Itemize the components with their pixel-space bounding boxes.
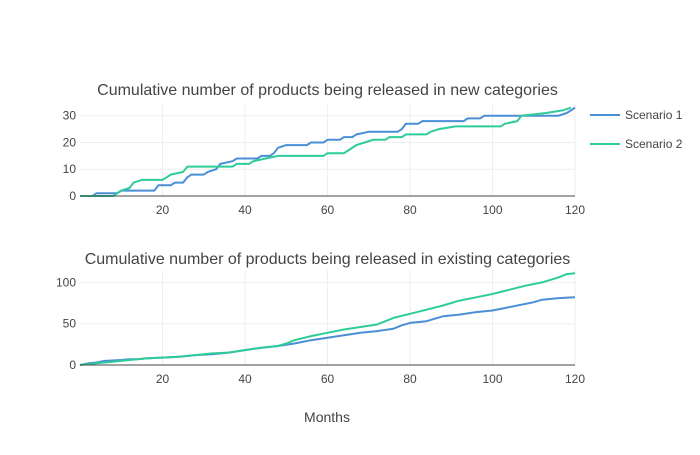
- y-tick-label: 30: [63, 109, 77, 123]
- x-tick-label: 40: [238, 203, 252, 217]
- series-line-2: [80, 106, 572, 197]
- x-tick-label: 80: [403, 203, 417, 217]
- plot-existing-categories: 20 40 60 80 100 120 0 50 100 Cumulative number of…: [56, 251, 585, 386]
- x-axis-label: Months: [304, 409, 350, 425]
- y-tick-label: 10: [63, 162, 77, 176]
- y-tick-label: 0: [69, 189, 76, 203]
- chart-title: Cumulative number of products being rele…: [85, 251, 571, 268]
- x-tick-label: 100: [482, 372, 502, 386]
- y-tick-label: 100: [56, 275, 76, 289]
- legend-label-2: Scenario 2: [625, 137, 683, 151]
- legend: Scenario 1 Scenario 2: [590, 108, 683, 151]
- x-tick-label: 120: [565, 372, 585, 386]
- chart-title: Cumulative number of products being rele…: [97, 82, 558, 99]
- series-line-2: [79, 272, 576, 366]
- y-tick-label: 20: [63, 135, 77, 149]
- series-line-1: [80, 106, 576, 197]
- y-tick-label: 0: [69, 358, 76, 372]
- x-tick-label: 80: [403, 372, 417, 386]
- legend-label-1: Scenario 1: [625, 108, 683, 122]
- x-tick-label: 60: [321, 203, 335, 217]
- x-tick-label: 40: [238, 372, 252, 386]
- x-tick-label: 20: [156, 203, 170, 217]
- y-tick-label: 50: [63, 317, 77, 331]
- x-tick-label: 100: [482, 203, 502, 217]
- x-tick-label: 20: [156, 372, 170, 386]
- plot-new-categories: 20 40 60 80 100 120 0 10 20 30 Cumulative number o…: [63, 82, 586, 217]
- x-tick-label: 120: [565, 203, 585, 217]
- x-tick-label: 60: [321, 372, 335, 386]
